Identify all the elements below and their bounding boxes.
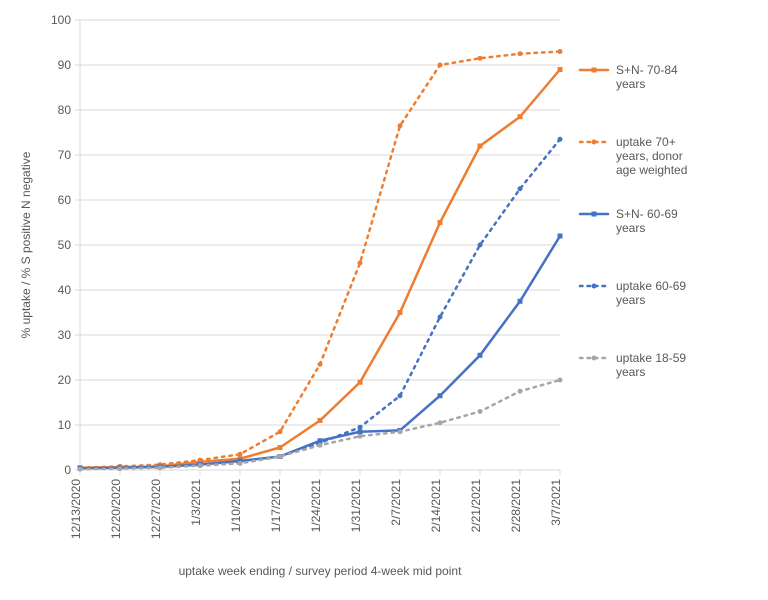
x-tick-label: 2/7/2021	[389, 479, 403, 526]
series-marker	[478, 353, 483, 358]
series-marker	[398, 429, 403, 434]
series-marker	[398, 393, 403, 398]
series-marker	[158, 465, 163, 470]
x-tick-label: 3/7/2021	[549, 479, 563, 526]
series-marker	[558, 67, 563, 72]
series-marker	[438, 315, 443, 320]
x-tick-label: 12/27/2020	[149, 479, 163, 539]
series-marker	[478, 144, 483, 149]
y-tick-label: 100	[51, 13, 71, 27]
legend-marker	[592, 68, 597, 73]
series-marker	[198, 458, 203, 463]
y-tick-label: 80	[58, 103, 72, 117]
x-tick-label: 1/17/2021	[269, 479, 283, 533]
y-tick-label: 20	[58, 373, 72, 387]
series-marker	[358, 434, 363, 439]
series-marker	[318, 443, 323, 448]
series-marker	[118, 466, 123, 471]
x-tick-label: 12/13/2020	[69, 479, 83, 539]
series-marker	[358, 429, 363, 434]
series-marker	[438, 393, 443, 398]
series-marker	[238, 452, 243, 457]
series-marker	[438, 420, 443, 425]
y-tick-label: 30	[58, 328, 72, 342]
x-tick-label: 2/21/2021	[469, 479, 483, 533]
x-tick-label: 1/24/2021	[309, 479, 323, 533]
series-marker	[398, 123, 403, 128]
series-marker	[358, 261, 363, 266]
series-marker	[318, 362, 323, 367]
series-marker	[438, 63, 443, 68]
series-marker	[278, 429, 283, 434]
series-marker	[198, 463, 203, 468]
y-tick-label: 90	[58, 58, 72, 72]
series-marker	[398, 310, 403, 315]
series-marker	[478, 243, 483, 248]
series-marker	[358, 425, 363, 430]
series-marker	[518, 51, 523, 56]
legend-marker	[592, 356, 597, 361]
y-tick-label: 0	[64, 463, 71, 477]
series-marker	[518, 114, 523, 119]
line-chart: 0 10 20 30 40 50 60 70 80 90 100 12/13/2020 12/20/20…	[0, 0, 768, 600]
series-marker	[558, 137, 563, 142]
x-tick-label: 1/3/2021	[189, 479, 203, 526]
series-marker	[518, 299, 523, 304]
legend-marker	[592, 140, 597, 145]
y-axis-label: % uptake / % S positive N negative	[19, 151, 33, 338]
x-tick-label: 2/14/2021	[429, 479, 443, 533]
x-tick-label: 2/28/2021	[509, 479, 523, 533]
y-tick-label: 40	[58, 283, 72, 297]
chart-container: 0 10 20 30 40 50 60 70 80 90 100 12/13/2020 12/20/20…	[0, 0, 768, 600]
series-marker	[558, 234, 563, 239]
y-tick-label: 60	[58, 193, 72, 207]
series-marker	[78, 467, 83, 472]
x-tick-label: 12/20/2020	[109, 479, 123, 539]
series-marker	[238, 461, 243, 466]
series-marker	[358, 380, 363, 385]
series-marker	[558, 378, 563, 383]
series-marker	[438, 220, 443, 225]
legend-marker	[592, 284, 597, 289]
y-tick-label: 10	[58, 418, 72, 432]
legend-marker	[592, 212, 597, 217]
x-tick-label: 1/10/2021	[229, 479, 243, 533]
series-marker	[278, 454, 283, 459]
series-marker	[278, 445, 283, 450]
series-marker	[518, 389, 523, 394]
x-axis-label: uptake week ending / survey period 4-wee…	[179, 564, 462, 578]
series-marker	[478, 56, 483, 61]
y-tick-label: 70	[58, 148, 72, 162]
y-tick-label: 50	[58, 238, 72, 252]
x-tick-label: 1/31/2021	[349, 479, 363, 533]
series-marker	[558, 49, 563, 54]
series-marker	[318, 418, 323, 423]
series-marker	[518, 186, 523, 191]
series-marker	[478, 409, 483, 414]
